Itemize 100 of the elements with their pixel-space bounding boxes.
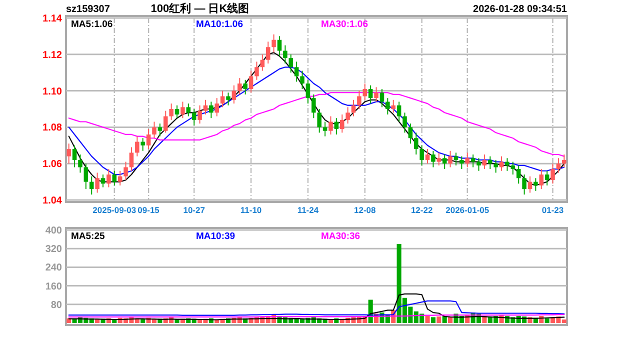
y-tick-label: 1.06 bbox=[42, 159, 62, 170]
x-tick-label: 01-23 bbox=[542, 205, 564, 215]
text: 2026-01-28 09:34:51 bbox=[473, 4, 568, 15]
text: MA30:1.06 bbox=[321, 19, 368, 30]
candlestick bbox=[312, 94, 316, 119]
candlestick bbox=[465, 152, 470, 168]
bar bbox=[544, 318, 550, 323]
candlestick bbox=[425, 148, 430, 164]
y-tick-label: 400 bbox=[45, 226, 62, 236]
candlestick bbox=[334, 118, 339, 135]
candlestick bbox=[226, 92, 230, 106]
x-tick-label: 2025-09-03 bbox=[92, 205, 136, 215]
candlestick bbox=[380, 88, 384, 108]
candlestick bbox=[158, 123, 162, 137]
candlestick bbox=[408, 123, 413, 144]
candlestick bbox=[300, 70, 304, 90]
y-tick-label: 1.08 bbox=[42, 122, 62, 134]
bar bbox=[436, 316, 442, 323]
candlestick bbox=[254, 61, 259, 80]
candlestick bbox=[420, 144, 424, 166]
bar bbox=[448, 317, 453, 323]
candlestick bbox=[248, 70, 254, 94]
candlestick bbox=[386, 98, 390, 115]
candlestick bbox=[100, 174, 106, 188]
candlestick bbox=[510, 161, 516, 176]
candlestick bbox=[322, 121, 328, 137]
bar bbox=[95, 320, 100, 323]
candlestick bbox=[294, 61, 299, 82]
candlestick bbox=[556, 158, 561, 174]
bar bbox=[430, 317, 436, 323]
x-tick-label: 12-08 bbox=[354, 205, 376, 215]
candlestick bbox=[112, 170, 117, 186]
candlestick bbox=[140, 138, 145, 152]
candlestick bbox=[362, 83, 368, 100]
candlestick bbox=[306, 79, 310, 104]
candlestick bbox=[442, 154, 447, 170]
candlestick bbox=[431, 150, 436, 168]
y-tick-label: 240 bbox=[45, 262, 62, 274]
candlestick bbox=[357, 90, 362, 110]
candlestick bbox=[169, 103, 174, 120]
candlestick bbox=[550, 163, 555, 184]
candlestick bbox=[476, 158, 481, 172]
candlestick bbox=[396, 101, 402, 122]
candlestick bbox=[152, 121, 156, 139]
candlestick bbox=[470, 154, 476, 168]
x-tick-label: 12-22 bbox=[410, 205, 433, 215]
line-series bbox=[68, 300, 565, 316]
candlestick bbox=[522, 174, 526, 196]
text: MA5:1.06 bbox=[71, 19, 113, 30]
bar bbox=[425, 316, 430, 323]
candlestick bbox=[482, 154, 487, 170]
candlestick bbox=[192, 108, 196, 126]
candlestick bbox=[89, 176, 94, 196]
candlestick bbox=[528, 176, 532, 194]
y-tick-label: 1.12 bbox=[42, 50, 62, 61]
candlestick bbox=[232, 84, 236, 104]
candlestick bbox=[283, 44, 288, 64]
y-tick-label: 80 bbox=[50, 300, 62, 311]
candlestick bbox=[562, 154, 566, 168]
candlestick bbox=[129, 146, 134, 172]
candlestick bbox=[118, 170, 122, 186]
y-tick-label: 1.14 bbox=[42, 14, 62, 24]
candlestick bbox=[78, 154, 82, 174]
candlestick bbox=[220, 90, 225, 108]
x-tick-label: 11-10 bbox=[240, 205, 262, 215]
y-tick-label: 160 bbox=[45, 281, 62, 292]
candlestick bbox=[448, 150, 452, 168]
candlestick bbox=[260, 54, 265, 72]
candlestick bbox=[84, 163, 88, 190]
text: MA10:1.06 bbox=[196, 19, 243, 30]
text: MA5:25 bbox=[71, 231, 106, 242]
candlestick bbox=[544, 170, 550, 186]
candlestick bbox=[351, 99, 356, 117]
candlestick bbox=[180, 101, 185, 119]
candlestick bbox=[163, 110, 168, 134]
candlestick bbox=[534, 178, 538, 192]
candlestick bbox=[214, 98, 220, 117]
candlestick bbox=[106, 168, 111, 188]
candlestick bbox=[198, 104, 202, 124]
candlestick bbox=[488, 156, 492, 170]
candlestick bbox=[209, 101, 214, 119]
candlestick bbox=[346, 106, 350, 124]
candlestick bbox=[414, 132, 418, 155]
candlestick bbox=[174, 104, 180, 119]
x-tick-label: 10-27 bbox=[183, 205, 206, 215]
candlestick bbox=[374, 86, 378, 102]
candlestick bbox=[272, 34, 276, 54]
text: MA30:36 bbox=[321, 231, 360, 242]
candlestick bbox=[368, 84, 373, 104]
candlestick bbox=[277, 36, 282, 57]
candlestick bbox=[203, 99, 208, 115]
candlestick bbox=[539, 168, 544, 190]
y-tick-label: 1.10 bbox=[42, 86, 62, 98]
candlestick bbox=[243, 79, 248, 95]
x-tick-label: 11-24 bbox=[297, 205, 319, 215]
y-tick-label: 1.04 bbox=[42, 196, 62, 206]
candlestick bbox=[454, 152, 458, 166]
candlestick bbox=[95, 172, 100, 194]
candlestick bbox=[402, 112, 407, 134]
candlestick bbox=[505, 158, 510, 172]
